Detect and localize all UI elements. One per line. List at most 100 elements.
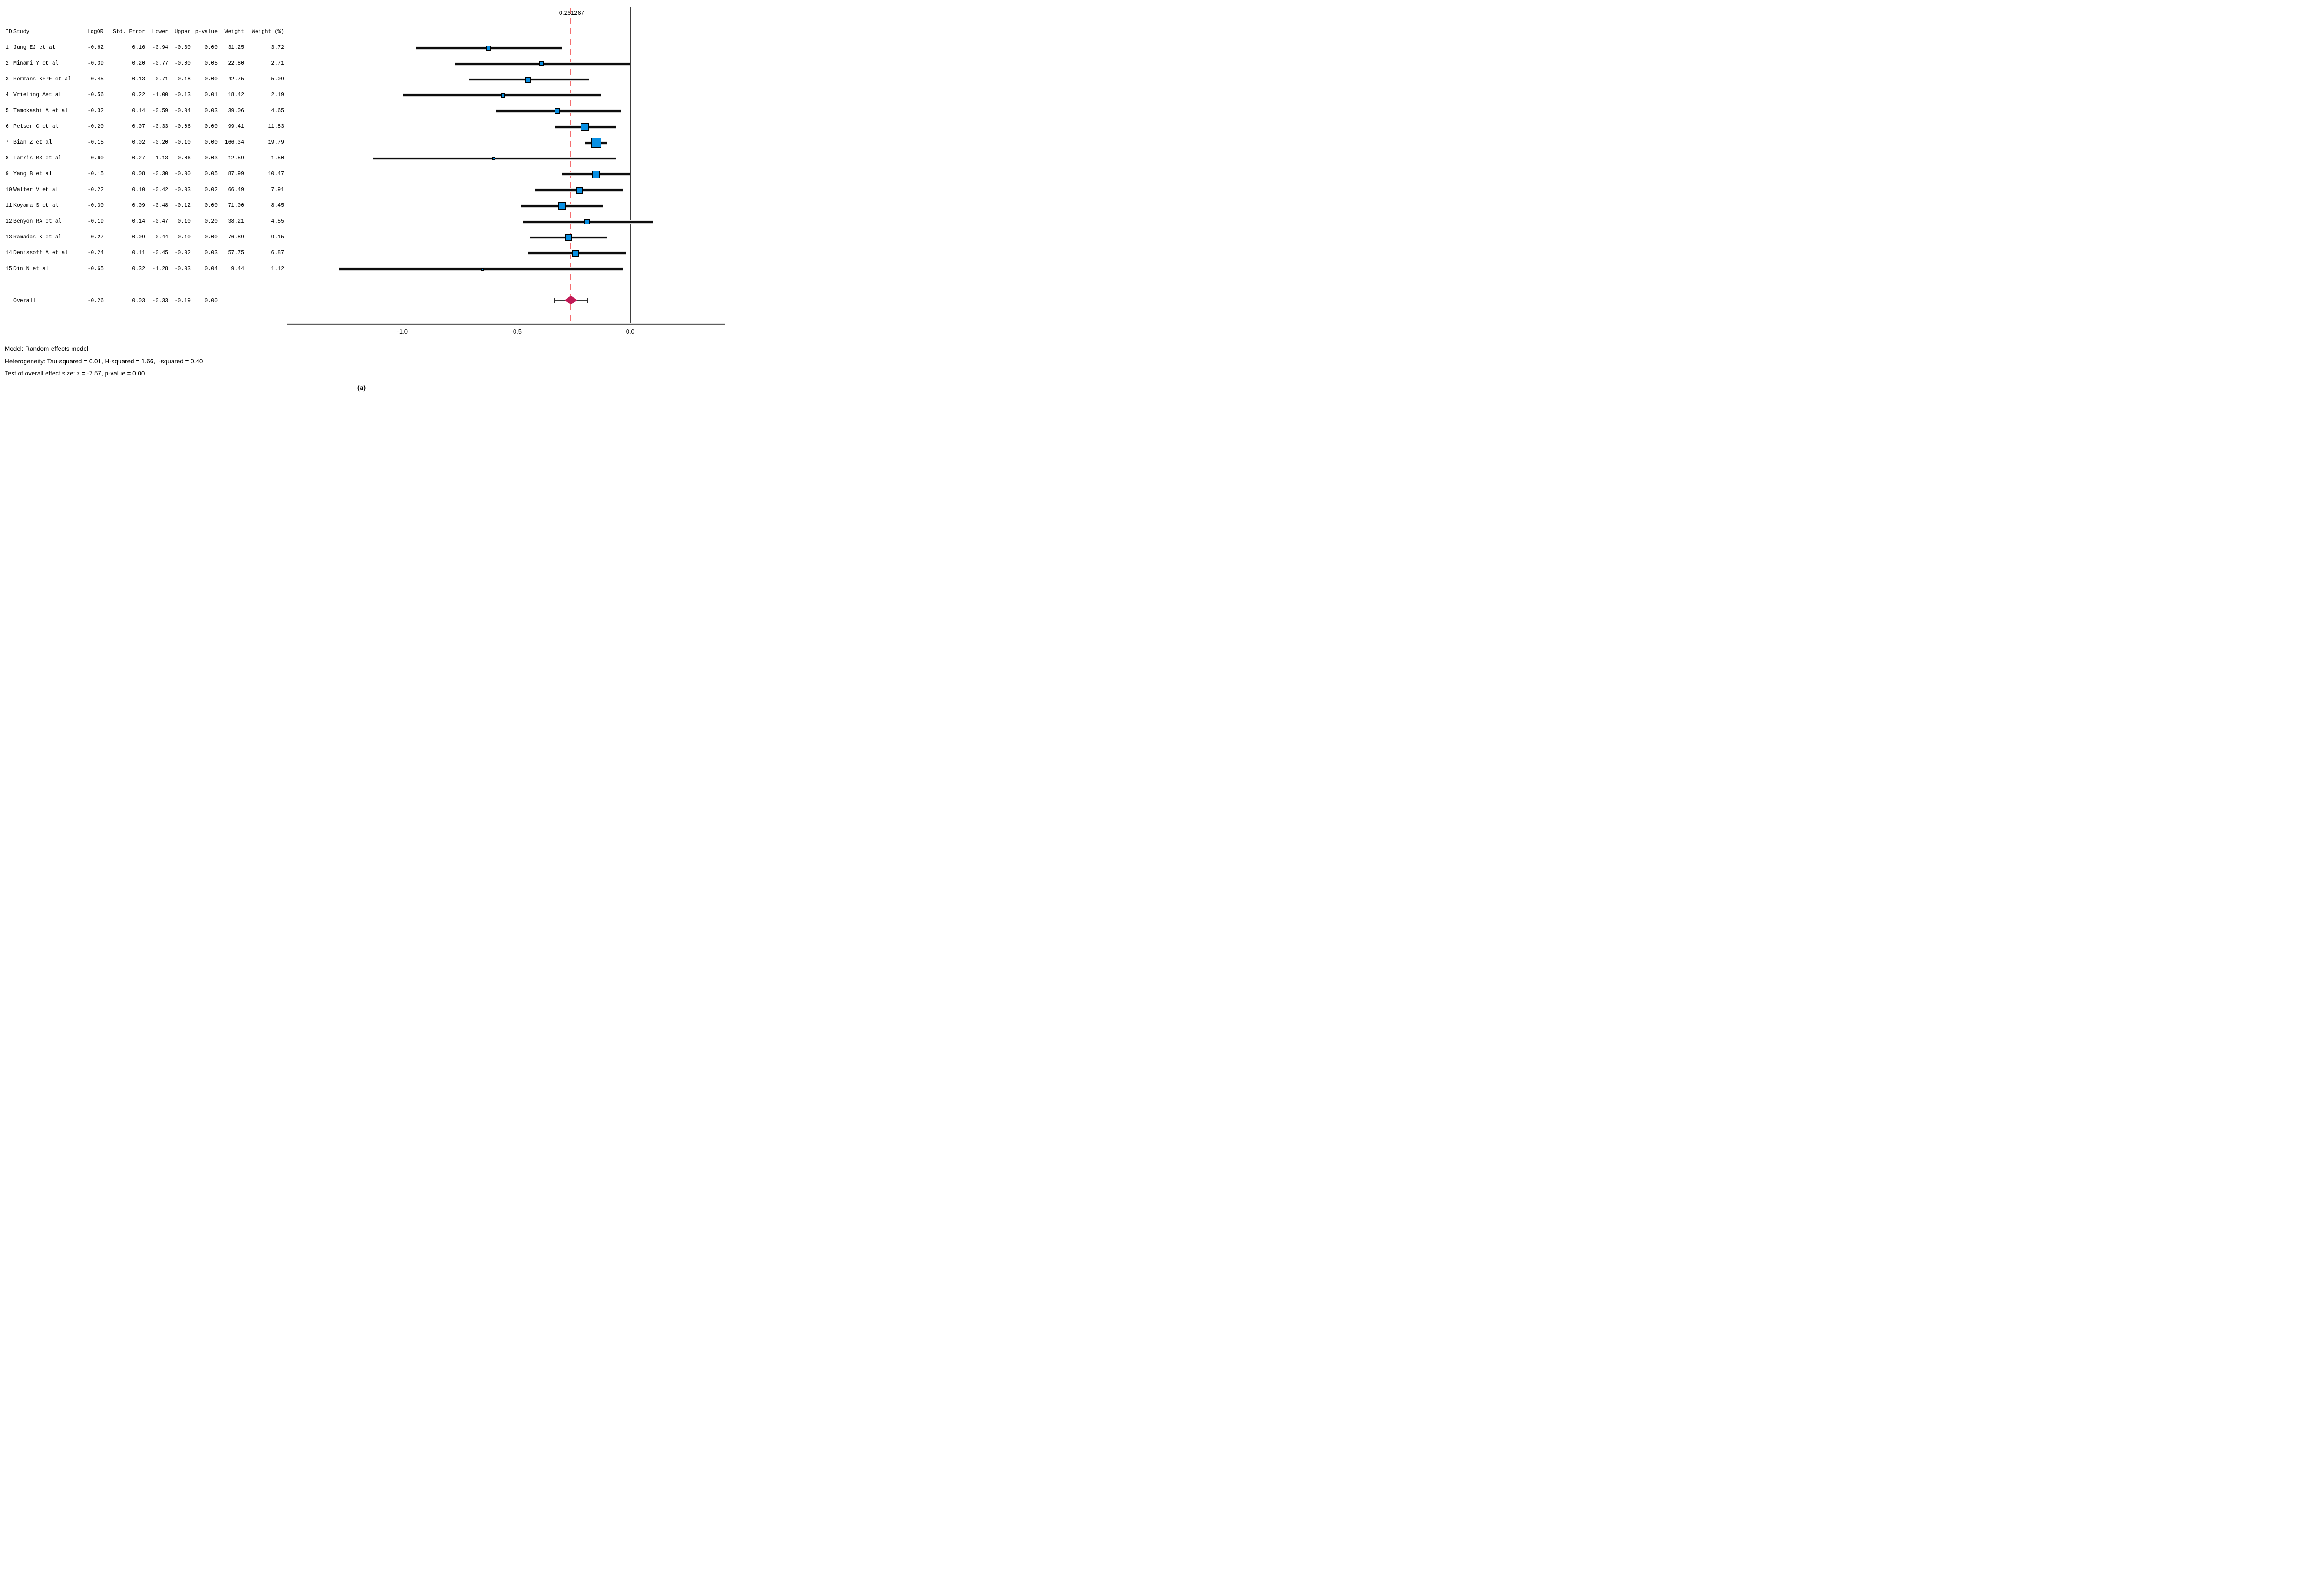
row-stderr: 0.16 <box>132 45 145 51</box>
row-stderr: 0.22 <box>132 92 145 98</box>
effect-size-marker <box>554 108 560 114</box>
table-row: 8 Farris MS et al -0.60 0.27 -1.13 -0.06… <box>6 155 284 162</box>
table-row: 4 Vrieling Aet al -0.56 0.22 -1.00 -0.13… <box>6 92 284 99</box>
row-upper: -0.19 <box>174 298 191 304</box>
row-lower: -1.00 <box>152 92 168 98</box>
row-lower: -0.30 <box>152 171 168 177</box>
row-stderr: 0.10 <box>132 187 145 193</box>
row-stderr: 0.03 <box>132 298 145 304</box>
overall-ci-left-cap <box>554 297 556 303</box>
row-pvalue: 0.00 <box>205 203 218 209</box>
row-study: Koyama S et al <box>13 203 59 209</box>
row-weight: 87.99 <box>228 171 244 177</box>
col-header-stderr: Std. Error <box>112 29 145 35</box>
row-upper: -0.12 <box>174 203 191 209</box>
row-stderr: 0.14 <box>132 218 145 224</box>
row-weight: 9.44 <box>231 266 244 272</box>
row-weight-pct: 3.72 <box>271 45 284 51</box>
row-weight-pct: 2.71 <box>271 60 284 66</box>
row-pvalue: 0.01 <box>205 92 218 98</box>
table-row: 1 Jung EJ et al -0.62 0.16 -0.94 -0.30 0… <box>6 45 284 51</box>
row-weight-pct: 10.47 <box>268 171 284 177</box>
row-upper: -0.10 <box>174 139 191 145</box>
effect-size-marker <box>500 93 505 98</box>
row-lower: -0.47 <box>152 218 168 224</box>
x-axis-tick-label: -0.5 <box>511 328 522 335</box>
row-weight: 66.49 <box>228 187 244 193</box>
row-id: 1 <box>6 45 9 51</box>
col-header-lower: Lower <box>152 29 168 35</box>
row-pvalue: 0.05 <box>205 171 218 177</box>
row-study: Ramadas K et al <box>13 234 62 240</box>
forest-plot-figure: -0.261267 ID Study LogOR Std. Error Lowe… <box>0 0 726 397</box>
row-lower: -0.44 <box>152 234 168 240</box>
row-weight: 166.34 <box>224 139 244 145</box>
row-weight-pct: 4.65 <box>271 108 284 114</box>
row-upper: -0.30 <box>174 45 191 51</box>
row-study: Vrieling Aet al <box>13 92 62 98</box>
table-row: 11 Koyama S et al -0.30 0.09 -0.48 -0.12… <box>6 203 284 209</box>
row-upper: -0.00 <box>174 60 191 66</box>
table-overall-row: Overall -0.26 0.03 -0.33 -0.19 0.00 <box>6 298 284 304</box>
row-upper: -0.03 <box>174 187 191 193</box>
row-stderr: 0.09 <box>132 203 145 209</box>
table-header: ID Study LogOR Std. Error Lower Upper p-… <box>6 29 284 35</box>
row-lower: -0.48 <box>152 203 168 209</box>
x-axis-line-highlight <box>287 323 725 324</box>
row-weight: 31.25 <box>228 45 244 51</box>
row-logor: -0.30 <box>87 203 104 209</box>
table-row: 9 Yang B et al -0.15 0.08 -0.30 -0.00 0.… <box>6 171 284 178</box>
row-upper: -0.02 <box>174 250 191 256</box>
table-row: 7 Bian Z et al -0.15 0.02 -0.20 -0.10 0.… <box>6 139 284 146</box>
col-header-logor: LogOR <box>87 29 104 35</box>
row-lower: -0.71 <box>152 76 168 82</box>
effect-size-marker <box>584 219 590 224</box>
row-pvalue: 0.00 <box>205 76 218 82</box>
row-pvalue: 0.05 <box>205 60 218 66</box>
col-header-study: Study <box>13 29 30 35</box>
row-weight-pct <box>244 298 284 304</box>
effect-size-marker <box>486 45 492 51</box>
effect-size-marker <box>565 234 573 241</box>
row-stderr: 0.13 <box>132 76 145 82</box>
row-weight-pct: 19.79 <box>268 139 284 145</box>
table-row: 10 Walter V et al -0.22 0.10 -0.42 -0.03… <box>6 187 284 193</box>
table-row: 6 Pelser C et al -0.20 0.07 -0.33 -0.06 … <box>6 124 284 130</box>
row-weight: 38.21 <box>228 218 244 224</box>
row-id: 12 <box>6 218 12 224</box>
effect-size-marker <box>572 250 579 257</box>
overall-ci-right-cap <box>586 297 588 303</box>
row-pvalue: 0.00 <box>205 139 218 145</box>
col-header-weight: Weight <box>224 29 244 35</box>
row-upper: -0.13 <box>174 92 191 98</box>
row-id: 2 <box>6 60 9 66</box>
row-weight: 39.06 <box>228 108 244 114</box>
row-lower: -0.59 <box>152 108 168 114</box>
row-study: Tamokashi A et al <box>13 108 68 114</box>
effect-size-marker <box>480 267 484 271</box>
row-upper: -0.04 <box>174 108 191 114</box>
effect-size-marker <box>590 137 601 148</box>
row-study: Benyon RA et al <box>13 218 62 224</box>
row-id: 4 <box>6 92 9 98</box>
row-weight-pct: 4.55 <box>271 218 284 224</box>
row-weight: 22.80 <box>228 60 244 66</box>
row-study: Denissoff A et al <box>13 250 68 256</box>
row-logor: -0.15 <box>87 171 104 177</box>
row-pvalue: 0.20 <box>205 218 218 224</box>
x-axis-tick-label: -1.0 <box>397 328 408 335</box>
row-stderr: 0.02 <box>132 139 145 145</box>
effect-size-marker <box>558 202 566 210</box>
row-study: Jung EJ et al <box>13 45 55 51</box>
row-study: Farris MS et al <box>13 155 62 161</box>
row-id <box>6 298 13 304</box>
row-upper: -0.06 <box>174 155 191 161</box>
row-upper: -0.10 <box>174 234 191 240</box>
col-header-weight-pct: Weight (%) <box>251 29 284 35</box>
model-notes: Model: Random-effects model Heterogeneit… <box>5 343 203 380</box>
row-weight-pct: 5.09 <box>271 76 284 82</box>
row-id: 10 <box>6 187 12 193</box>
row-study: Pelser C et al <box>13 124 59 130</box>
row-id: 15 <box>6 266 12 272</box>
row-study: Bian Z et al <box>13 139 52 145</box>
